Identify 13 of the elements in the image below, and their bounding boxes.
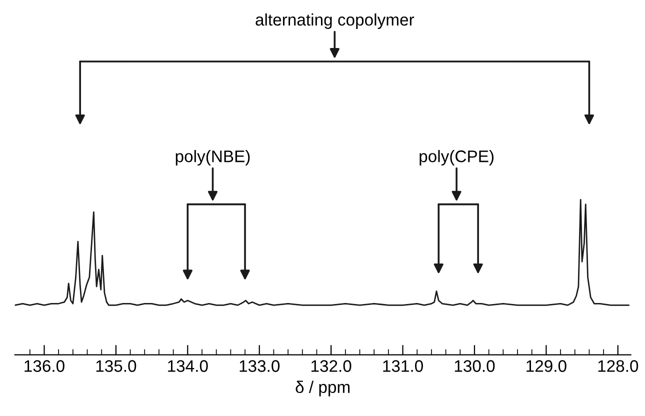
x-tick-label: 131.0 (383, 360, 423, 372)
x-tick-label: 132.0 (311, 360, 352, 372)
x-tick-label: 128.0 (598, 360, 638, 372)
x-tick-label: 135.0 (96, 360, 136, 372)
x-axis-title: δ / ppm (296, 380, 350, 396)
text: alternating copolymer (256, 13, 414, 29)
x-tick-label: 136.0 (24, 360, 64, 372)
text: poly(CPE) (420, 150, 494, 166)
x-tick-label: 130.0 (454, 360, 495, 372)
x-tick-label: 134.0 (168, 360, 208, 372)
text: poly(NBE) (176, 150, 250, 166)
x-tick-label: 129.0 (526, 360, 566, 372)
x-tick-label: 133.0 (240, 360, 280, 372)
